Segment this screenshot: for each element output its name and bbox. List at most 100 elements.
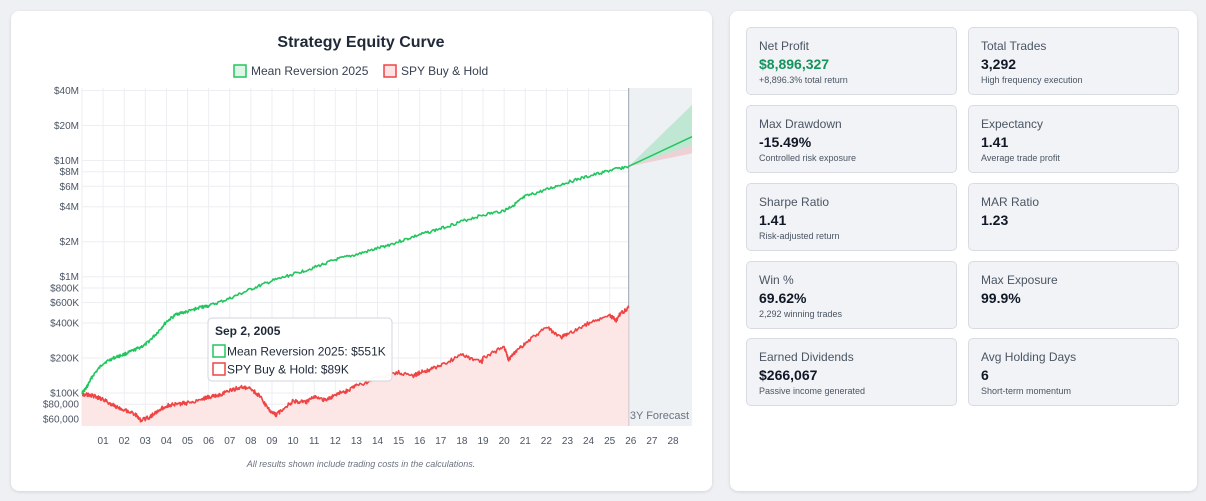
x-tick-label: 28 [667,436,679,447]
stat-max-exposure: Max Exposure 99.9% [968,261,1179,329]
forecast-region [628,88,692,426]
stat-label: Max Drawdown [759,117,842,131]
stat-avg-holding-days: Avg Holding Days 6 Short-term momentum [968,338,1179,406]
x-tick-label: 01 [98,436,110,447]
stat-value: 1.23 [981,212,1009,228]
x-tick-label: 23 [562,436,574,447]
x-tick-label: 09 [266,436,278,447]
stat-value: 6 [981,367,989,383]
stat-subtext: High frequency execution [981,75,1083,85]
stat-subtext: Average trade profit [981,153,1060,163]
x-tick-label: 08 [245,436,257,447]
equity-chart-card: $60,000 $80,000 $100K $200K $400K $600K $800K $… [11,11,712,491]
x-tick-label: 22 [541,436,553,447]
stat-label: Net Profit [759,39,810,53]
y-tick-label: $2M [60,237,79,248]
x-tick-label: 06 [203,436,215,447]
stat-label: Sharpe Ratio [759,195,830,209]
x-tick-label: 11 [309,436,320,447]
x-tick-label: 19 [477,436,489,447]
legend-swatch [383,64,397,78]
stat-value: 99.9% [981,290,1021,306]
series-line-spy [81,305,630,423]
stat-expectancy: Expectancy 1.41 Average trade profit [968,105,1179,173]
stat-label: Expectancy [981,117,1044,131]
x-tick-label: 26 [625,436,637,447]
x-tick-label: 14 [372,436,384,447]
x-tick-label: 21 [520,436,532,447]
y-tick-label: $10M [54,156,79,167]
y-tick-label: $80,000 [43,400,80,411]
x-tick-label: 12 [330,436,342,447]
stat-label: MAR Ratio [981,195,1040,209]
chart-footnote: All results shown include trading costs … [246,459,476,469]
stat-net-profit: Net Profit $8,896,327 +8,896.3% total re… [746,27,957,95]
forecast-median-line [628,136,693,168]
x-tick-label: 27 [646,436,658,447]
x-tick-label: 04 [161,436,173,447]
forecast-band [628,104,692,167]
x-tick-label: 13 [351,436,363,447]
y-tick-label: $100K [50,388,79,399]
stat-max-drawdown: Max Drawdown -15.49% Controlled risk exp… [746,105,957,173]
tooltip-row: Mean Reversion 2025: $551K [227,345,386,359]
tooltip-swatch [212,344,226,358]
stat-value: -15.49% [759,134,812,150]
y-tick-label: $60,000 [43,414,80,425]
y-tick-label: $800K [50,283,79,294]
y-tick-label: $40M [54,86,79,97]
stat-subtext: Short-term momentum [981,386,1072,396]
stat-subtext: Risk-adjusted return [759,231,840,241]
stat-subtext: +8,896.3% total return [759,75,848,85]
stat-value: $8,896,327 [759,56,830,72]
y-tick-label: $8M [60,167,79,178]
y-tick-label: $4M [60,202,79,213]
stat-subtext: Passive income generated [759,386,866,396]
series-line-mean-reversion [81,165,630,395]
stat-value: 3,292 [981,56,1017,72]
legend-label: Mean Reversion 2025 [251,64,369,78]
tooltip-swatch [212,362,226,376]
x-tick-label: 15 [393,436,405,447]
stat-label: Win % [759,273,794,287]
stats-panel: Net Profit $8,896,327 +8,896.3% total re… [730,11,1197,491]
stat-value: 69.62% [759,290,807,306]
x-tick-label: 25 [604,436,616,447]
x-tick-label: 17 [435,436,447,447]
stat-value: 1.41 [759,212,787,228]
stat-label: Avg Holding Days [981,350,1077,364]
x-tick-label: 20 [499,436,511,447]
forecast-band [628,145,692,167]
x-tick-label: 07 [224,436,236,447]
stat-win-percent: Win % 69.62% 2,292 winning trades [746,261,957,329]
equity-chart: $60,000$80,000$100K$200K$400K$600K$800K$… [43,34,693,469]
x-tick-label: 02 [119,436,131,447]
chart-title: Strategy Equity Curve [277,34,444,51]
stat-subtext: Controlled risk exposure [759,153,857,163]
stat-mar-ratio: MAR Ratio 1.23 [968,183,1179,251]
stat-earned-dividends: Earned Dividends $266,067 Passive income… [746,338,957,406]
y-tick-label: $6M [60,182,79,193]
tooltip-box [207,317,393,382]
tooltip-date: Sep 2, 2005 [215,324,281,338]
legend-swatch [233,64,247,78]
stat-label: Max Exposure [981,273,1058,287]
x-tick-label: 24 [583,436,595,447]
stat-subtext: 2,292 winning trades [759,309,843,319]
legend-label: SPY Buy & Hold [401,64,488,78]
x-tick-label: 16 [414,436,426,447]
forecast-label: 3Y Forecast [630,410,689,422]
x-tick-label: 03 [140,436,152,447]
y-tick-label: $200K [50,353,79,364]
x-tick-label: 05 [182,436,194,447]
y-tick-label: $600K [50,298,79,309]
y-tick-label: $400K [50,318,79,329]
tooltip-row: SPY Buy & Hold: $89K [227,363,349,377]
x-tick-label: 18 [456,436,468,447]
y-tick-label: $1M [60,272,79,283]
stat-sharpe-ratio: Sharpe Ratio 1.41 Risk-adjusted return [746,183,957,251]
stat-value: $266,067 [759,367,818,383]
stat-total-trades: Total Trades 3,292 High frequency execut… [968,27,1179,95]
y-tick-label: $20M [54,121,79,132]
x-tick-label: 10 [288,436,300,447]
